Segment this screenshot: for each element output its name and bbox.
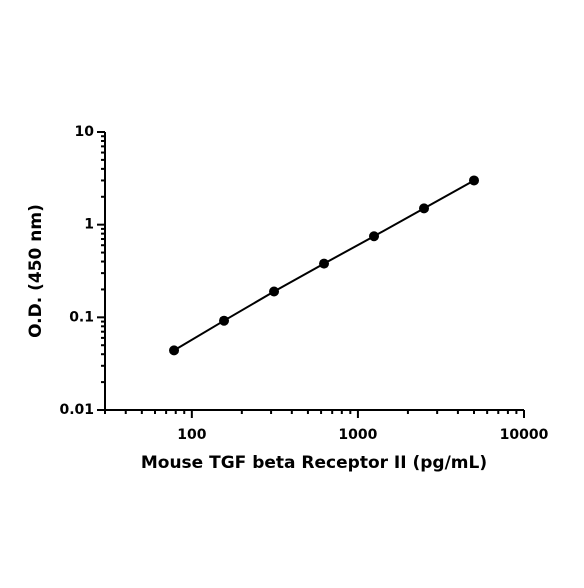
y-axis-title: O.D. (450 nm): [26, 204, 46, 338]
y-tick-label: 10: [75, 124, 95, 140]
data-point: [319, 258, 330, 269]
x-tick-label: 1000: [338, 427, 377, 443]
y-tick-label: 1: [84, 217, 94, 233]
data-point: [219, 315, 230, 326]
x-axis-title: Mouse TGF beta Receptor II (pg/mL): [141, 453, 487, 473]
y-tick-label: 0.01: [59, 402, 94, 418]
data-point: [369, 231, 380, 242]
data-point: [269, 286, 280, 297]
x-tick-label: 100: [177, 427, 206, 443]
data-point: [419, 203, 430, 214]
x-tick-label: 10000: [500, 427, 549, 443]
data-point: [469, 175, 480, 186]
data-point: [169, 345, 180, 356]
y-tick-label: 0.1: [69, 309, 94, 325]
